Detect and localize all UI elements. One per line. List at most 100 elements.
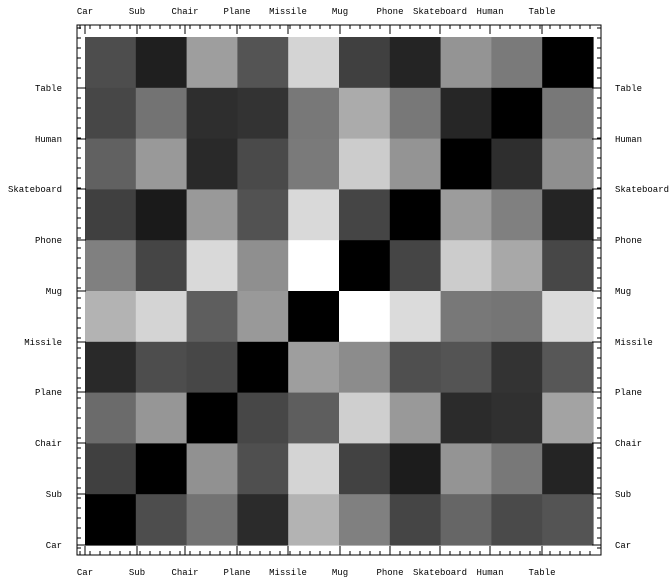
y-tick-label-left: Sub bbox=[46, 490, 62, 500]
heatmap-cell-r8-c2 bbox=[186, 443, 238, 495]
heatmap-cell-r7-c3 bbox=[237, 392, 289, 444]
tick-labels: Car Car Sub Sub Chair Chair Plane Plane Missile M… bbox=[8, 7, 669, 578]
heatmap-cell-r6-c0 bbox=[85, 341, 137, 394]
heatmap-cell-r1-c4 bbox=[288, 87, 340, 140]
heatmap-cell-r7-c9 bbox=[542, 392, 594, 444]
heatmap-cell-r1-c8 bbox=[491, 87, 543, 140]
heatmap-cell-r8-c9 bbox=[542, 443, 594, 495]
x-tick-label-top: Missile bbox=[269, 7, 307, 17]
heatmap-cell-r2-c4 bbox=[288, 138, 340, 190]
heatmap-cell-r6-c3 bbox=[237, 341, 289, 394]
x-tick-label-bottom: Phone bbox=[376, 568, 403, 578]
x-tick-label-bottom: Table bbox=[528, 568, 555, 578]
heatmap-cell-r1-c3 bbox=[237, 87, 289, 140]
heatmap-cell-r9-c7 bbox=[440, 494, 492, 546]
heatmap-cell-r6-c6 bbox=[389, 341, 442, 394]
heatmap-cell-r3-c4 bbox=[288, 189, 340, 241]
heatmap-cell-r5-c6 bbox=[389, 291, 442, 343]
plot-frame bbox=[76, 24, 602, 556]
x-tick-label-bottom: Mug bbox=[332, 568, 348, 578]
heatmap-cell-r4-c9 bbox=[542, 240, 594, 292]
heatmap-cell-r4-c2 bbox=[186, 240, 238, 292]
heatmap-cell-r0-c4 bbox=[288, 37, 340, 89]
heatmap-cell-r0-c7 bbox=[440, 37, 492, 89]
heatmap-cell-r3-c6 bbox=[389, 189, 442, 241]
x-tick-label-top: Skateboard bbox=[413, 7, 467, 17]
heatmap-cell-r0-c2 bbox=[186, 37, 238, 89]
heatmap-cell-r7-c5 bbox=[339, 392, 391, 444]
heatmap-cell-r5-c3 bbox=[237, 291, 289, 343]
heatmap-cell-r2-c0 bbox=[85, 138, 137, 190]
x-tick-label-bottom: Plane bbox=[223, 568, 250, 578]
heatmap-cell-r3-c7 bbox=[440, 189, 492, 241]
x-tick-label-top: Plane bbox=[223, 7, 250, 17]
heatmap-cell-r0-c5 bbox=[339, 37, 391, 89]
heatmap-cell-r6-c8 bbox=[491, 341, 543, 394]
heatmap-cell-r0-c1 bbox=[135, 37, 188, 89]
y-tick-label-right: Human bbox=[615, 135, 642, 145]
heatmap-cell-r0-c9 bbox=[542, 37, 594, 89]
heatmap-cell-r3-c5 bbox=[339, 189, 391, 241]
heatmap-cell-r8-c7 bbox=[440, 443, 492, 495]
x-tick-label-bottom: Skateboard bbox=[413, 568, 467, 578]
x-tick-label-bottom: Sub bbox=[129, 568, 145, 578]
x-tick-label-top: Chair bbox=[171, 7, 198, 17]
heatmap-cell-r8-c5 bbox=[339, 443, 391, 495]
heatmap-cell-r2-c1 bbox=[135, 138, 188, 190]
x-tick-label-bottom: Car bbox=[77, 568, 93, 578]
y-tick-label-left: Chair bbox=[35, 439, 62, 449]
heatmap-cell-r6-c2 bbox=[186, 341, 238, 394]
heatmap-cell-r1-c1 bbox=[135, 87, 188, 140]
heatmap-cell-r6-c7 bbox=[440, 341, 492, 394]
heatmap-cells bbox=[85, 37, 594, 546]
heatmap-cell-r2-c6 bbox=[389, 138, 442, 190]
y-tick-label-left: Table bbox=[35, 84, 62, 94]
x-tick-label-top: Sub bbox=[129, 7, 145, 17]
heatmap-cell-r4-c3 bbox=[237, 240, 289, 292]
heatmap-cell-r7-c4 bbox=[288, 392, 340, 444]
heatmap-cell-r9-c3 bbox=[237, 494, 289, 546]
heatmap-cell-r0-c3 bbox=[237, 37, 289, 89]
heatmap-cell-r2-c2 bbox=[186, 138, 238, 190]
heatmap-cell-r1-c6 bbox=[389, 87, 442, 140]
heatmap-cell-r1-c5 bbox=[339, 87, 391, 140]
heatmap-cell-r6-c5 bbox=[339, 341, 391, 394]
heatmap-cell-r6-c4 bbox=[288, 341, 340, 394]
y-tick-label-right: Plane bbox=[615, 388, 642, 398]
heatmap-cell-r9-c8 bbox=[491, 494, 543, 546]
y-tick-label-right: Chair bbox=[615, 439, 642, 449]
y-tick-label-right: Car bbox=[615, 541, 631, 551]
heatmap-cell-r2-c7 bbox=[440, 138, 492, 190]
heatmap-cell-r2-c3 bbox=[237, 138, 289, 190]
heatmap-cell-r1-c2 bbox=[186, 87, 238, 140]
heatmap-cell-r8-c0 bbox=[85, 443, 137, 495]
x-tick-label-top: Human bbox=[476, 7, 503, 17]
heatmap-cell-r9-c9 bbox=[542, 494, 594, 546]
heatmap-cell-r2-c5 bbox=[339, 138, 391, 190]
y-tick-label-right: Missile bbox=[615, 338, 653, 348]
heatmap-cell-r7-c0 bbox=[85, 392, 137, 444]
heatmap-cell-r2-c9 bbox=[542, 138, 594, 190]
y-tick-label-right: Mug bbox=[615, 287, 631, 297]
heatmap-cell-r4-c1 bbox=[135, 240, 188, 292]
heatmap-cell-r8-c4 bbox=[288, 443, 340, 495]
x-tick-label-top: Table bbox=[528, 7, 555, 17]
heatmap-cell-r5-c7 bbox=[440, 291, 492, 343]
heatmap-cell-r4-c7 bbox=[440, 240, 492, 292]
heatmap-cell-r4-c6 bbox=[389, 240, 442, 292]
heatmap-cell-r3-c9 bbox=[542, 189, 594, 241]
heatmap-cell-r4-c0 bbox=[85, 240, 137, 292]
heatmap-cell-r6-c1 bbox=[135, 341, 188, 394]
heatmap-cell-r7-c1 bbox=[135, 392, 188, 444]
y-tick-label-left: Plane bbox=[35, 388, 62, 398]
heatmap-cell-r8-c6 bbox=[389, 443, 442, 495]
heatmap-cell-r5-c2 bbox=[186, 291, 238, 343]
heatmap-cell-r8-c8 bbox=[491, 443, 543, 495]
y-tick-label-left: Missile bbox=[24, 338, 62, 348]
y-tick-label-left: Human bbox=[35, 135, 62, 145]
heatmap-cell-r9-c2 bbox=[186, 494, 238, 546]
heatmap-cell-r8-c1 bbox=[135, 443, 188, 495]
x-tick-label-bottom: Human bbox=[476, 568, 503, 578]
heatmap-cell-r7-c7 bbox=[440, 392, 492, 444]
